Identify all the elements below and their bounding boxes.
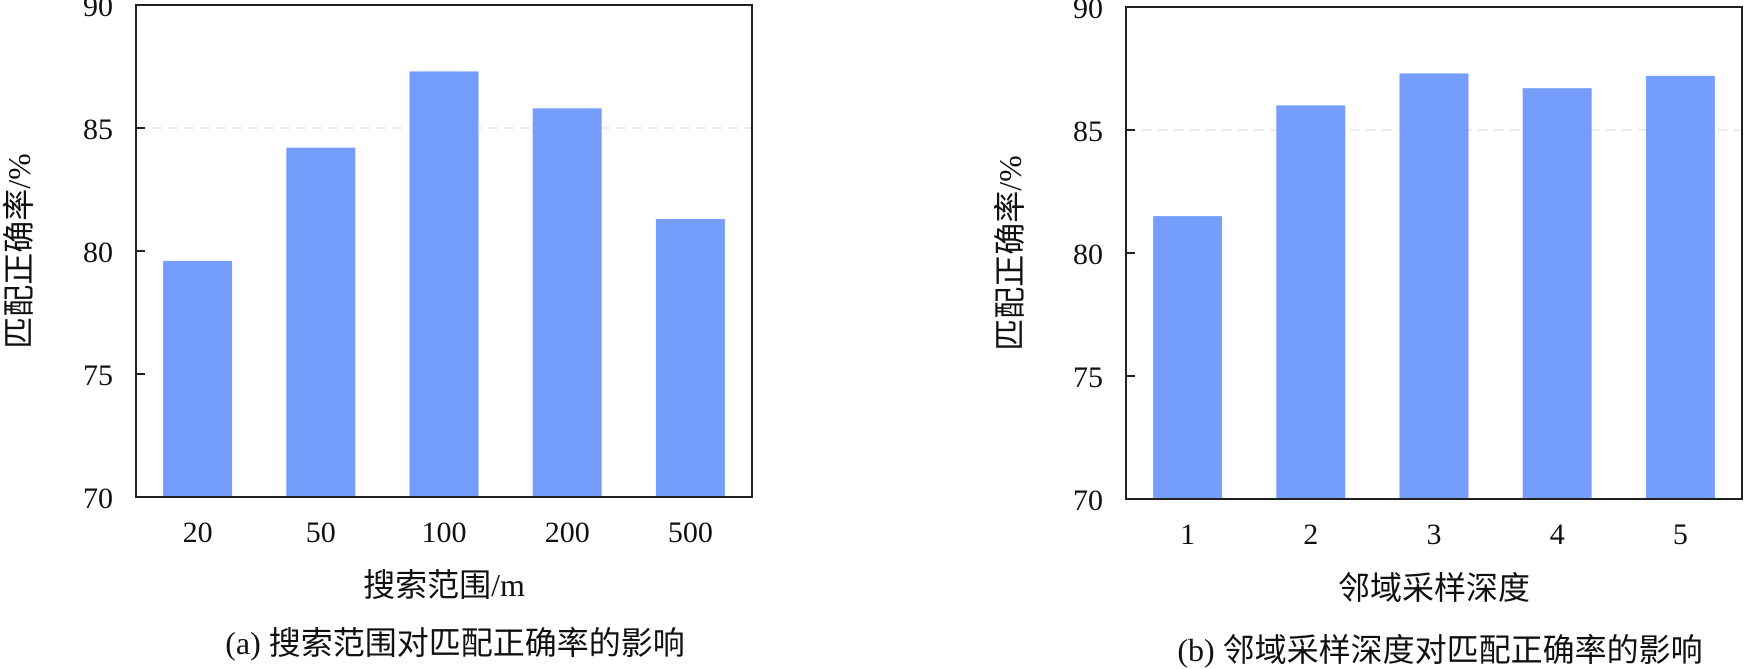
x-tick-label: 3 bbox=[1427, 518, 1442, 551]
bar-a-100 bbox=[409, 71, 479, 498]
y-tick-label: 85 bbox=[83, 113, 113, 146]
x-tick-label: 2 bbox=[1303, 518, 1318, 551]
x-tick-label: 100 bbox=[422, 516, 467, 549]
bar-a-500 bbox=[655, 219, 725, 497]
y-tick-label: 75 bbox=[83, 359, 113, 392]
bar-a-50 bbox=[286, 147, 356, 497]
bar-a-20 bbox=[163, 260, 233, 497]
figure-caption: (b) 邻域采样深度对匹配正确率的影响 bbox=[1177, 632, 1702, 668]
bar-b-4 bbox=[1522, 88, 1592, 500]
chart-a: 20 50 100 200 500 70 75 80 85 90 匹配正确率/% 搜索范围/m (a) … bbox=[1, 0, 753, 661]
x-tick-label: 200 bbox=[545, 516, 590, 549]
figure-caption: (a) 搜索范围对匹配正确率的影响 bbox=[225, 625, 685, 661]
bar-a-200 bbox=[532, 108, 602, 497]
bar-b-3 bbox=[1399, 73, 1469, 500]
x-axis-label: 搜索范围/m bbox=[363, 567, 525, 603]
x-tick-label: 50 bbox=[306, 516, 336, 549]
y-tick-label: 70 bbox=[83, 482, 113, 515]
y-tick-label: 75 bbox=[1073, 361, 1103, 394]
y-tick-label: 80 bbox=[1073, 238, 1103, 271]
bar-b-1 bbox=[1153, 216, 1223, 499]
x-tick-label: 1 bbox=[1180, 518, 1195, 551]
y-tick-label: 80 bbox=[83, 236, 113, 269]
x-tick-label: 5 bbox=[1673, 518, 1688, 551]
x-tick-label: 500 bbox=[668, 516, 713, 549]
x-axis-label: 邻域采样深度 bbox=[1338, 570, 1530, 606]
chart-b: 1 2 3 4 5 70 75 80 85 90 匹配正确率/% 邻域采样深度 (b) 邻域采样深度对匹… bbox=[992, 0, 1743, 668]
y-tick-label: 70 bbox=[1073, 484, 1103, 517]
y-tick-label: 90 bbox=[83, 0, 113, 23]
x-tick-label: 20 bbox=[183, 516, 213, 549]
y-tick-label: 85 bbox=[1073, 115, 1103, 148]
bar-b-5 bbox=[1645, 75, 1715, 499]
y-axis-label: 匹配正确率/% bbox=[1, 153, 37, 349]
y-tick-label: 90 bbox=[1073, 0, 1103, 25]
bar-b-2 bbox=[1276, 105, 1346, 500]
x-tick-label: 4 bbox=[1550, 518, 1565, 551]
y-axis-label: 匹配正确率/% bbox=[992, 155, 1028, 351]
